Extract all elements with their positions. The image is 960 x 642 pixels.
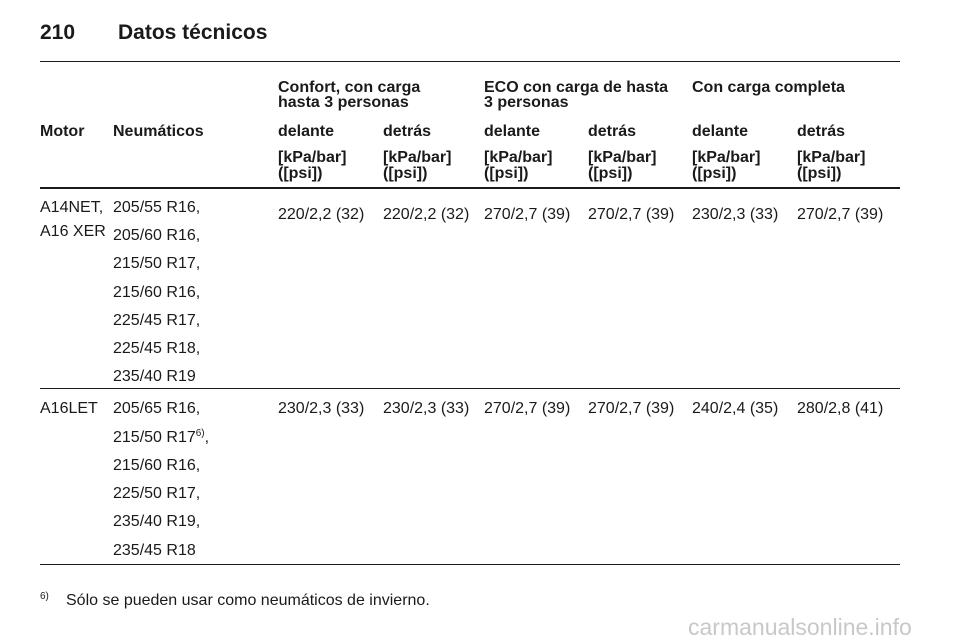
column-header: delante xyxy=(484,123,541,140)
column-header: delante xyxy=(692,123,749,140)
tire-size: 215/60 R16, xyxy=(113,284,201,301)
header-rule xyxy=(40,61,900,62)
tire-size-part: 6) xyxy=(195,428,205,439)
tire-size-part: 215/50 R17 xyxy=(113,429,196,446)
column-header: Neumáticos xyxy=(113,123,204,140)
pressure: 270/2,7 (39) xyxy=(484,400,571,417)
pressure: 220/2,2 (32) xyxy=(278,206,365,223)
tire-size: 235/40 R19 xyxy=(113,368,196,385)
engine: A16LET xyxy=(40,400,98,417)
table-header-rule xyxy=(40,187,900,189)
pressure: 230/2,3 (33) xyxy=(278,400,365,417)
pressure: 270/2,7 (39) xyxy=(588,206,675,223)
unit-header: [kPa/bar] ([psi]) xyxy=(692,149,761,182)
engine: A16 XER xyxy=(40,223,106,240)
tire-size: 205/60 R16, xyxy=(113,227,201,244)
tire-size: 235/40 R19, xyxy=(113,513,201,530)
unit-header: [kPa/bar] ([psi]) xyxy=(383,149,452,182)
footnote-text: Sólo se pueden usar como neumáticos de i… xyxy=(66,592,430,609)
pressure: 240/2,4 (35) xyxy=(692,400,779,417)
row-rule xyxy=(40,564,900,565)
tire-size: 225/45 R17, xyxy=(113,312,201,329)
pressure: 270/2,7 (39) xyxy=(797,206,884,223)
tire-size: 225/50 R17, xyxy=(113,485,201,502)
engine: A14NET, xyxy=(40,199,104,216)
row-rule xyxy=(40,388,900,389)
page-number: 210 xyxy=(40,21,76,44)
watermark: carmanualsonline.info xyxy=(688,614,912,640)
tire-size: 215/60 R16, xyxy=(113,457,201,474)
group-header: Con carga completa xyxy=(692,79,845,96)
unit-header: [kPa/bar] ([psi]) xyxy=(278,149,347,182)
column-header: Motor xyxy=(40,123,85,140)
pressure: 230/2,3 (33) xyxy=(692,206,779,223)
tire-size: 205/65 R16, xyxy=(113,400,201,417)
tire-size-part: , xyxy=(204,429,210,446)
tire-size: 225/45 R18, xyxy=(113,340,201,357)
tire-size: 215/50 R176), xyxy=(113,428,210,447)
unit-header: [kPa/bar] ([psi]) xyxy=(797,149,866,182)
footnote-ref: 6) xyxy=(40,591,49,602)
group-header: ECO con carga de hasta 3 personas xyxy=(484,79,669,111)
page-title: Datos técnicos xyxy=(118,21,268,44)
pressure: 270/2,7 (39) xyxy=(588,400,675,417)
column-header: detrás xyxy=(383,123,432,140)
unit-header: [kPa/bar] ([psi]) xyxy=(588,149,657,182)
tire-size: 215/50 R17, xyxy=(113,255,201,272)
tire-size: 235/45 R18 xyxy=(113,542,196,559)
group-header: Confort, con carga hasta 3 personas xyxy=(278,79,421,111)
pressure: 230/2,3 (33) xyxy=(383,400,470,417)
unit-header: [kPa/bar] ([psi]) xyxy=(484,149,553,182)
pressure: 280/2,8 (41) xyxy=(797,400,884,417)
column-header: detrás xyxy=(588,123,637,140)
tire-size: 205/55 R16, xyxy=(113,199,201,216)
column-header: delante xyxy=(278,123,335,140)
pressure: 270/2,7 (39) xyxy=(484,206,571,223)
pressure: 220/2,2 (32) xyxy=(383,206,470,223)
column-header: detrás xyxy=(797,123,846,140)
